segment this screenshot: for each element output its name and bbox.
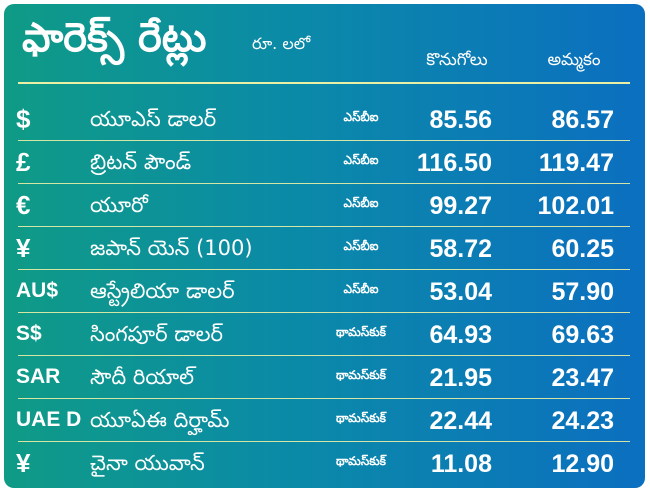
currency-name: యూఏఈ దిర్హామ్ — [90, 408, 230, 432]
header-divider — [18, 82, 630, 84]
rate-row: S$ సింగపూర్ డాలర్ థామస్‌కుక్ 64.93 69.63 — [4, 313, 645, 355]
sell-rate: 12.90 — [551, 450, 614, 478]
sell-rate: 69.63 — [551, 321, 614, 349]
currency-unit-label: రూ. లలో — [252, 34, 311, 53]
currency-symbol: € — [16, 190, 31, 220]
sell-rate: 57.90 — [551, 278, 614, 306]
rate-row: ¥ జపాన్ యెన్ (100) ఎస్‌బీఐ 58.72 60.25 — [4, 227, 645, 269]
currency-name: జపాన్ యెన్ (100) — [90, 236, 253, 260]
rate-source: ఎస్‌బీఐ — [343, 153, 379, 167]
currency-symbol: ¥ — [16, 448, 31, 478]
buy-rate: 21.95 — [429, 364, 492, 392]
currency-symbol: £ — [16, 147, 31, 177]
currency-name: చైనా యువాన్ — [90, 451, 205, 475]
currency-symbol: AU$ — [16, 279, 59, 302]
buy-column-header: కొనుగోలు — [426, 50, 488, 70]
page-title: ఫారెక్స్ రేట్లు — [22, 15, 207, 61]
buy-rate: 85.56 — [429, 106, 492, 134]
rate-source: థామస్‌కుక్ — [336, 454, 386, 468]
sell-rate: 86.57 — [551, 106, 614, 134]
rate-row: ¥ చైనా యువాన్ థామస్‌కుక్ 11.08 12.90 — [4, 442, 645, 484]
rate-row: £ బ్రిటన్ పౌండ్ ఎస్‌బీఐ 116.50 119.47 — [4, 141, 645, 183]
row-divider — [18, 441, 630, 442]
rate-source: థామస్‌కుక్ — [336, 325, 386, 339]
currency-symbol: UAE D — [16, 408, 82, 431]
buy-rate: 99.27 — [429, 192, 492, 220]
currency-symbol: SAR — [16, 365, 61, 388]
currency-name: యూఎస్ డాలర్ — [90, 107, 217, 131]
rate-row: € యూరో ఎస్‌బీఐ 99.27 102.01 — [4, 184, 645, 226]
row-divider — [18, 312, 630, 313]
row-divider — [18, 355, 630, 356]
rate-row: SAR సౌదీ రియాల్ థామస్‌కుక్ 21.95 23.47 — [4, 356, 645, 398]
currency-name: ఆస్ట్రేలియా డాలర్ — [90, 279, 235, 303]
currency-name: సింగపూర్ డాలర్ — [90, 322, 224, 346]
row-divider — [18, 183, 630, 184]
currency-symbol: ¥ — [16, 233, 31, 263]
currency-name: సౌదీ రియాల్ — [90, 365, 194, 389]
sell-rate: 24.23 — [551, 407, 614, 435]
rate-row: $ యూఎస్ డాలర్ ఎస్‌బీఐ 85.56 86.57 — [4, 98, 645, 140]
buy-rate: 116.50 — [416, 149, 492, 177]
currency-symbol: $ — [16, 104, 31, 134]
row-divider — [18, 398, 630, 399]
rate-row: AU$ ఆస్ట్రేలియా డాలర్ ఎస్‌బీఐ 53.04 57.9… — [4, 270, 645, 312]
row-divider — [18, 269, 630, 270]
rate-source: ఎస్‌బీఐ — [343, 239, 379, 253]
rate-row: UAE D యూఏఈ దిర్హామ్ థామస్‌కుక్ 22.44 24.… — [4, 399, 645, 441]
buy-rate: 11.08 — [430, 450, 492, 478]
forex-rates-panel: ఫారెక్స్ రేట్లు రూ. లలో కొనుగోలు అమ్మకం … — [4, 4, 645, 488]
rate-source: ఎస్‌బీఐ — [343, 110, 379, 124]
rate-source: థామస్‌కుక్ — [336, 368, 386, 382]
buy-rate: 53.04 — [429, 278, 492, 306]
rate-source: ఎస్‌బీఐ — [343, 282, 379, 296]
row-divider — [18, 140, 630, 141]
rate-source: ఎస్‌బీఐ — [343, 196, 379, 210]
currency-symbol: S$ — [16, 322, 42, 345]
buy-rate: 22.44 — [429, 407, 492, 435]
currency-name: బ్రిటన్ పౌండ్ — [90, 150, 192, 174]
rate-source: థామస్‌కుక్ — [336, 411, 386, 425]
sell-rate: 102.01 — [537, 192, 614, 220]
buy-rate: 64.93 — [429, 321, 492, 349]
sell-column-header: అమ్మకం — [547, 50, 601, 70]
currency-name: యూరో — [90, 193, 148, 217]
sell-rate: 119.47 — [538, 149, 614, 177]
buy-rate: 58.72 — [429, 235, 492, 263]
sell-rate: 60.25 — [551, 235, 614, 263]
sell-rate: 23.47 — [551, 364, 614, 392]
row-divider — [18, 226, 630, 227]
